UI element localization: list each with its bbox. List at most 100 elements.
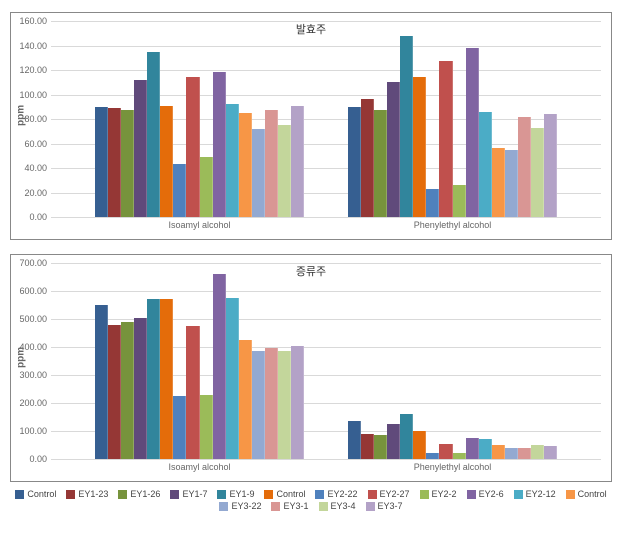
bar [147,52,160,217]
legend-label: EY2-27 [380,489,410,499]
y-tick-label: 700.00 [15,258,47,268]
bar [278,351,291,459]
legend-swatch [118,490,127,499]
bar [278,125,291,217]
legend-item: EY3-22 [219,501,261,511]
legend-label: EY3-7 [378,501,403,511]
y-tick-label: 400.00 [15,342,47,352]
bar [374,110,387,217]
legend-swatch [170,490,179,499]
bar [400,414,413,459]
bar [439,444,452,459]
legend-swatch [217,490,226,499]
bar [108,108,121,217]
legend-item: EY2-12 [514,489,556,499]
gridline [51,459,601,460]
bar [479,439,492,459]
x-tick-label: Isoamyl alcohol [168,462,230,472]
bar [200,395,213,459]
legend-label: EY3-22 [231,501,261,511]
bar [213,72,226,217]
legend-item: EY2-6 [467,489,504,499]
bar [186,326,199,459]
y-tick-label: 100.00 [15,426,47,436]
legend-label: EY2-22 [327,489,357,499]
bar [466,48,479,217]
bar [348,107,361,217]
bar [265,348,278,459]
y-tick-label: 20.00 [15,188,47,198]
bar [291,346,304,459]
legend-swatch [467,490,476,499]
legend-swatch [219,502,228,511]
figure: ppm발효주0.0020.0040.0060.0080.00100.00120.… [0,0,622,553]
y-tick-label: 60.00 [15,139,47,149]
y-tick-label: 100.00 [15,90,47,100]
legend-swatch [368,490,377,499]
y-tick-label: 0.00 [15,212,47,222]
legend-swatch [264,490,273,499]
legend-label: EY1-23 [78,489,108,499]
plot-area: 0.00100.00200.00300.00400.00500.00600.00… [51,263,601,459]
legend-label: EY1-26 [130,489,160,499]
legend-item: EY1-26 [118,489,160,499]
legend-label: EY2-12 [526,489,556,499]
bar-group: Isoamyl alcohol [95,263,304,459]
legend-swatch [271,502,280,511]
bar [361,434,374,459]
bar [531,128,544,217]
legend-item: Control [15,489,56,499]
bar [173,164,186,217]
bar [426,453,439,459]
chart-bottom: ppm증류주0.00100.00200.00300.00400.00500.00… [10,254,612,482]
chart-top: ppm발효주0.0020.0040.0060.0080.00100.00120.… [10,12,612,240]
bar [348,421,361,459]
bar [252,351,265,459]
bar [413,431,426,459]
legend-item: EY2-27 [368,489,410,499]
legend-label: EY1-7 [182,489,207,499]
bar [387,424,400,459]
legend-swatch [315,490,324,499]
bar [265,110,278,217]
gridline [51,217,601,218]
bar [492,445,505,459]
y-tick-label: 500.00 [15,314,47,324]
bar [426,189,439,217]
legend-item: EY2-2 [420,489,457,499]
bar [453,185,466,217]
y-tick-label: 40.00 [15,163,47,173]
legend-swatch [15,490,24,499]
bar [121,322,134,459]
legend-item: EY1-23 [66,489,108,499]
y-tick-label: 300.00 [15,370,47,380]
legend-label: Control [276,489,305,499]
x-tick-label: Phenylethyl alcohol [414,462,492,472]
bar [226,298,239,459]
bar [239,113,252,217]
bar [108,325,121,459]
bar [95,107,108,217]
bar [160,106,173,217]
legend-item: EY1-9 [217,489,254,499]
legend-label: Control [578,489,607,499]
bar [492,148,505,217]
legend-swatch [420,490,429,499]
legend-item: EY3-7 [366,501,403,511]
bar [147,299,160,459]
bar [439,61,452,217]
bar [518,117,531,217]
x-tick-label: Isoamyl alcohol [168,220,230,230]
bar [387,82,400,217]
legend-label: EY1-9 [229,489,254,499]
bar [95,305,108,459]
y-tick-label: 0.00 [15,454,47,464]
bar [213,274,226,459]
bar [160,299,173,459]
bar [239,340,252,459]
bar [374,435,387,459]
y-tick-label: 200.00 [15,398,47,408]
bar [226,104,239,217]
bar [200,157,213,217]
legend-swatch [66,490,75,499]
